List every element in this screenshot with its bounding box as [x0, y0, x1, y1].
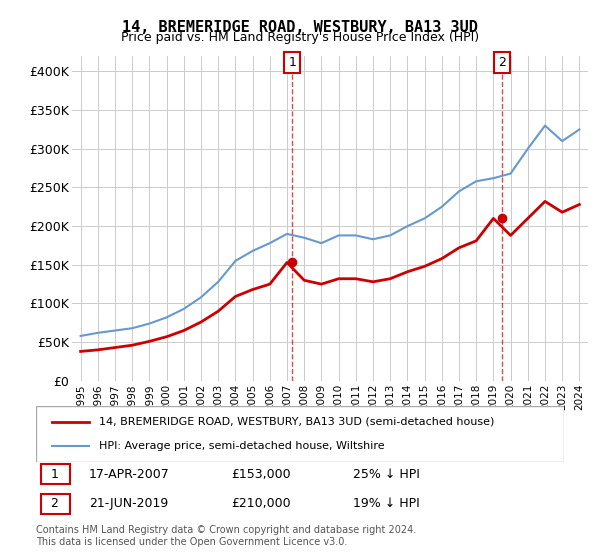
Text: 14, BREMERIDGE ROAD, WESTBURY, BA13 3UD (semi-detached house): 14, BREMERIDGE ROAD, WESTBURY, BA13 3UD … [100, 417, 495, 427]
Text: Contains HM Land Registry data © Crown copyright and database right 2024.
This d: Contains HM Land Registry data © Crown c… [36, 525, 416, 547]
Text: 1: 1 [50, 468, 58, 481]
Text: 14, BREMERIDGE ROAD, WESTBURY, BA13 3UD: 14, BREMERIDGE ROAD, WESTBURY, BA13 3UD [122, 20, 478, 35]
Text: 25% ↓ HPI: 25% ↓ HPI [353, 468, 419, 481]
Text: 1: 1 [288, 56, 296, 69]
FancyBboxPatch shape [41, 494, 70, 514]
Text: 2: 2 [50, 497, 58, 510]
FancyBboxPatch shape [36, 406, 564, 462]
Text: HPI: Average price, semi-detached house, Wiltshire: HPI: Average price, semi-detached house,… [100, 441, 385, 451]
Text: Price paid vs. HM Land Registry's House Price Index (HPI): Price paid vs. HM Land Registry's House … [121, 31, 479, 44]
Text: £210,000: £210,000 [232, 497, 291, 510]
Text: £153,000: £153,000 [232, 468, 291, 481]
Text: 17-APR-2007: 17-APR-2007 [89, 468, 170, 481]
Text: 2: 2 [498, 56, 506, 69]
FancyBboxPatch shape [41, 464, 70, 484]
Text: 19% ↓ HPI: 19% ↓ HPI [353, 497, 419, 510]
Text: 21-JUN-2019: 21-JUN-2019 [89, 497, 168, 510]
